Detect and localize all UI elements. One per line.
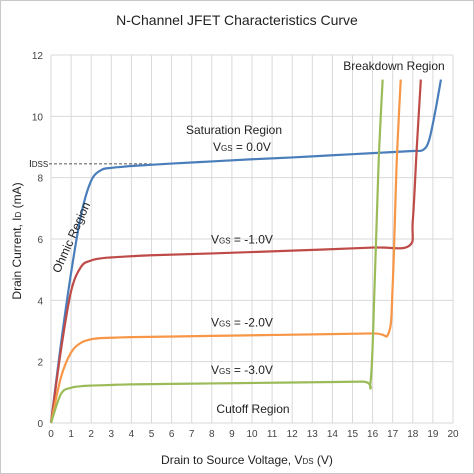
x-tick-label: 1	[68, 429, 74, 440]
y-axis-label-main: Drain Current, I	[10, 218, 24, 300]
y-tick-label: 0	[37, 419, 43, 430]
series-group	[49, 79, 443, 424]
series-label-value: = -2.0V	[231, 315, 273, 329]
y-axis-label: Drain Current, ID (mA)	[10, 182, 24, 299]
x-tick-label: 19	[427, 429, 439, 440]
annotation-cutoff: Cutoff Region	[216, 402, 289, 416]
annotation-breakdown: Breakdown Region	[343, 59, 444, 73]
x-axis-label-main: Drain to Source Voltage, V	[161, 453, 302, 467]
x-axis-label-unit: (V)	[314, 453, 333, 467]
y-tick-labels: 0 2 4 6 8 10 12	[32, 51, 44, 430]
series-label-sub: GS	[219, 367, 231, 376]
y-tick-label: 4	[37, 296, 43, 307]
y-tick-label: 2	[37, 358, 43, 369]
x-tick-label: 10	[246, 429, 258, 440]
grid	[50, 54, 454, 424]
x-tick-label: 6	[169, 429, 175, 440]
series-label-sub: GS	[221, 144, 233, 153]
x-tick-label: 14	[327, 429, 339, 440]
series-label-main: V	[211, 232, 219, 246]
series-line-1	[49, 79, 422, 424]
x-tick-label: 7	[189, 429, 195, 440]
x-tick-label: 8	[209, 429, 215, 440]
series-line-2	[49, 79, 402, 424]
series-label-sub: GS	[219, 236, 231, 245]
series-label-sub: GS	[219, 319, 231, 328]
x-tick-label: 11	[267, 429, 278, 440]
x-tick-label: 20	[447, 429, 459, 440]
idss-label-sub: DSS	[32, 160, 48, 169]
y-axis-label-unit: (mA)	[10, 182, 24, 211]
y-axis-label-sub: D	[14, 212, 23, 218]
series-label-value: = -3.0V	[231, 363, 273, 377]
x-tick-label: 3	[109, 429, 115, 440]
series-label-value: = 0.0V	[233, 140, 271, 154]
x-tick-label: 12	[287, 429, 299, 440]
x-axis-label-sub: DS	[302, 457, 313, 466]
chart-title: N-Channel JFET Characteristics Curve	[116, 12, 358, 28]
x-tick-label: 5	[149, 429, 155, 440]
x-tick-labels: 0 1 2 3 4 5 6 7 8 9 10 11 12 13 14 15 16 17 18 19 20	[48, 429, 459, 440]
annotation-saturation: Saturation Region	[186, 123, 282, 137]
y-tick-label: 6	[37, 235, 43, 246]
series-label-main: V	[211, 363, 219, 377]
x-tick-label: 13	[307, 429, 319, 440]
idss-label: IDSS	[29, 159, 48, 170]
series-label-3: VGS = -3.0V	[211, 363, 273, 377]
series-label-value: = -1.0V	[231, 232, 273, 246]
series-label-1: VGS = -1.0V	[211, 232, 273, 246]
series-line-0	[49, 79, 443, 424]
x-tick-label: 15	[347, 429, 359, 440]
x-tick-label: 0	[48, 429, 54, 440]
x-tick-label: 9	[229, 429, 235, 440]
x-tick-label: 4	[129, 429, 135, 440]
x-tick-label: 18	[407, 429, 419, 440]
x-tick-label: 16	[367, 429, 379, 440]
series-label-2: VGS = -2.0V	[211, 315, 273, 329]
x-tick-label: 17	[387, 429, 399, 440]
series-label-main: V	[213, 140, 221, 154]
x-tick-label: 2	[88, 429, 94, 440]
y-tick-label: 8	[37, 174, 43, 185]
series-label-main: V	[211, 315, 219, 329]
series-line-3	[49, 79, 384, 424]
y-tick-label: 10	[32, 112, 44, 123]
idss-label-main: I	[29, 159, 32, 170]
series-label-0: VGS = 0.0V	[213, 140, 271, 154]
y-tick-label: 12	[32, 51, 44, 62]
x-axis-label: Drain to Source Voltage, VDS (V)	[161, 453, 333, 467]
